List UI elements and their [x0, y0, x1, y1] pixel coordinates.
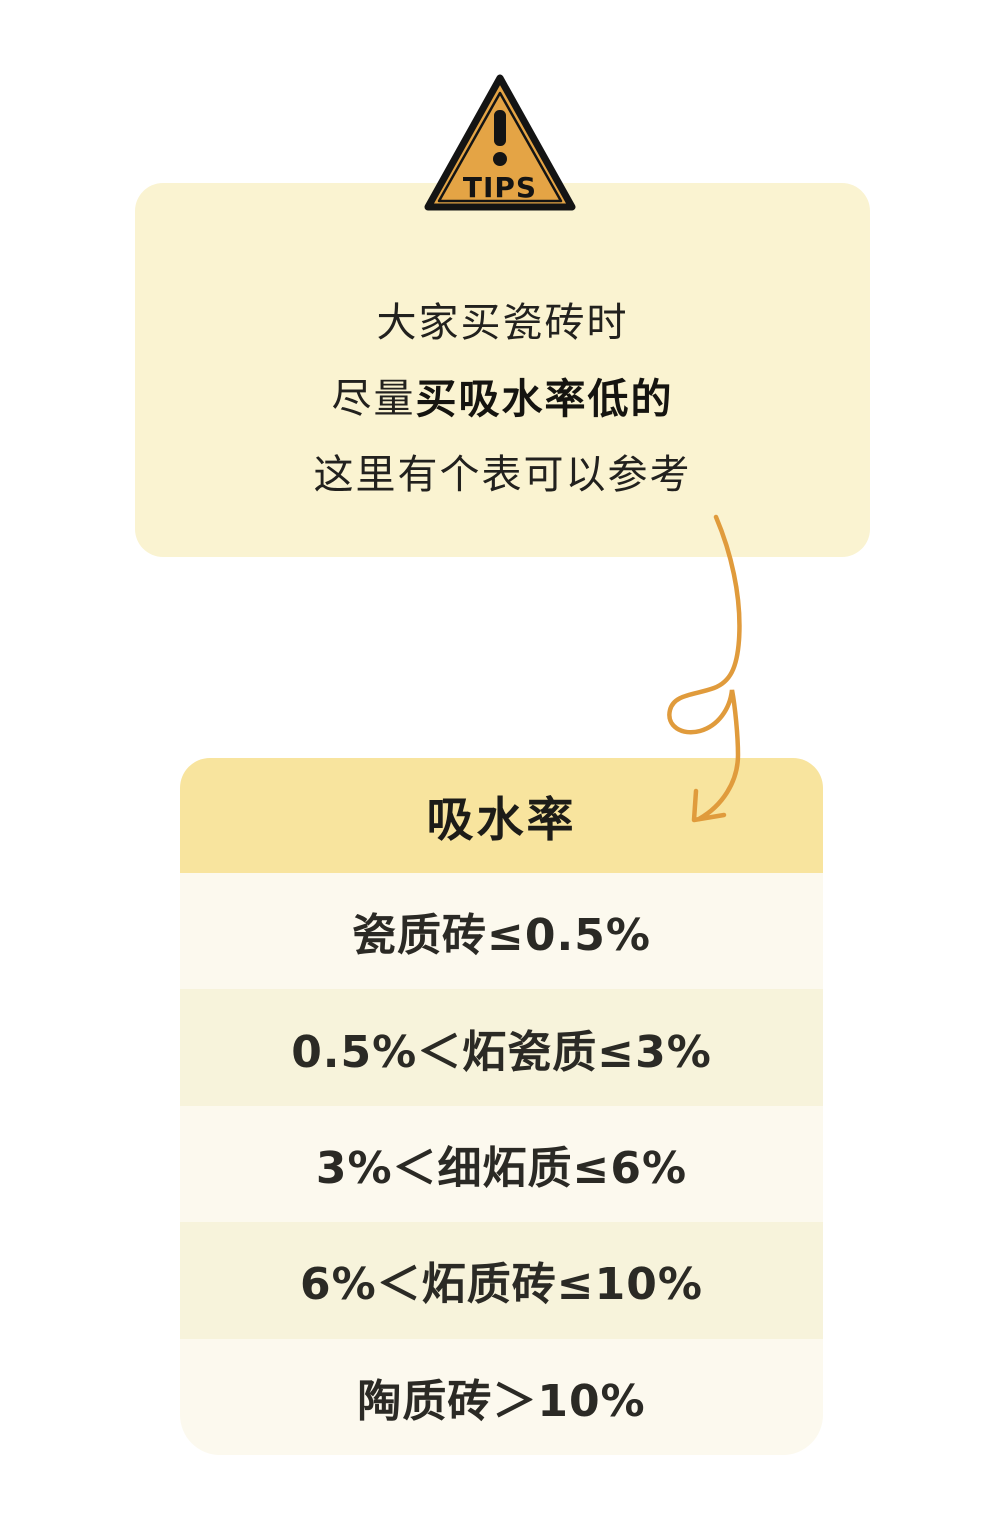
- intro-line-1: 大家买瓷砖时: [376, 300, 629, 346]
- table-row-4: 6%＜炻质砖≤10%: [180, 1222, 823, 1339]
- table-header: 吸水率: [180, 758, 823, 873]
- intro-line-2-bold: 买吸水率低的: [415, 375, 674, 423]
- warning-triangle-icon: TIPS: [424, 74, 576, 211]
- intro-line-3: 这里有个表可以参考: [313, 452, 692, 498]
- intro-card: 大家买瓷砖时 尽量 买吸水率低的 这里有个表可以参考: [135, 183, 870, 557]
- table-row-1: 瓷质砖≤0.5%: [180, 873, 823, 990]
- absorption-table: 吸水率 瓷质砖≤0.5% 0.5%＜炻瓷质≤3% 3%＜细炻质≤6% 6%＜炻质…: [180, 758, 823, 1455]
- exclamation-icon: [493, 110, 507, 166]
- table-row-5: 陶质砖＞10%: [180, 1338, 823, 1455]
- intro-line-2: 尽量 买吸水率低的: [135, 357, 870, 433]
- intro-line-2-normal: 尽量: [331, 376, 416, 422]
- table-row-2: 0.5%＜炻瓷质≤3%: [180, 989, 823, 1106]
- table-row-3: 3%＜细炻质≤6%: [180, 1105, 823, 1223]
- tips-label: TIPS: [463, 171, 537, 204]
